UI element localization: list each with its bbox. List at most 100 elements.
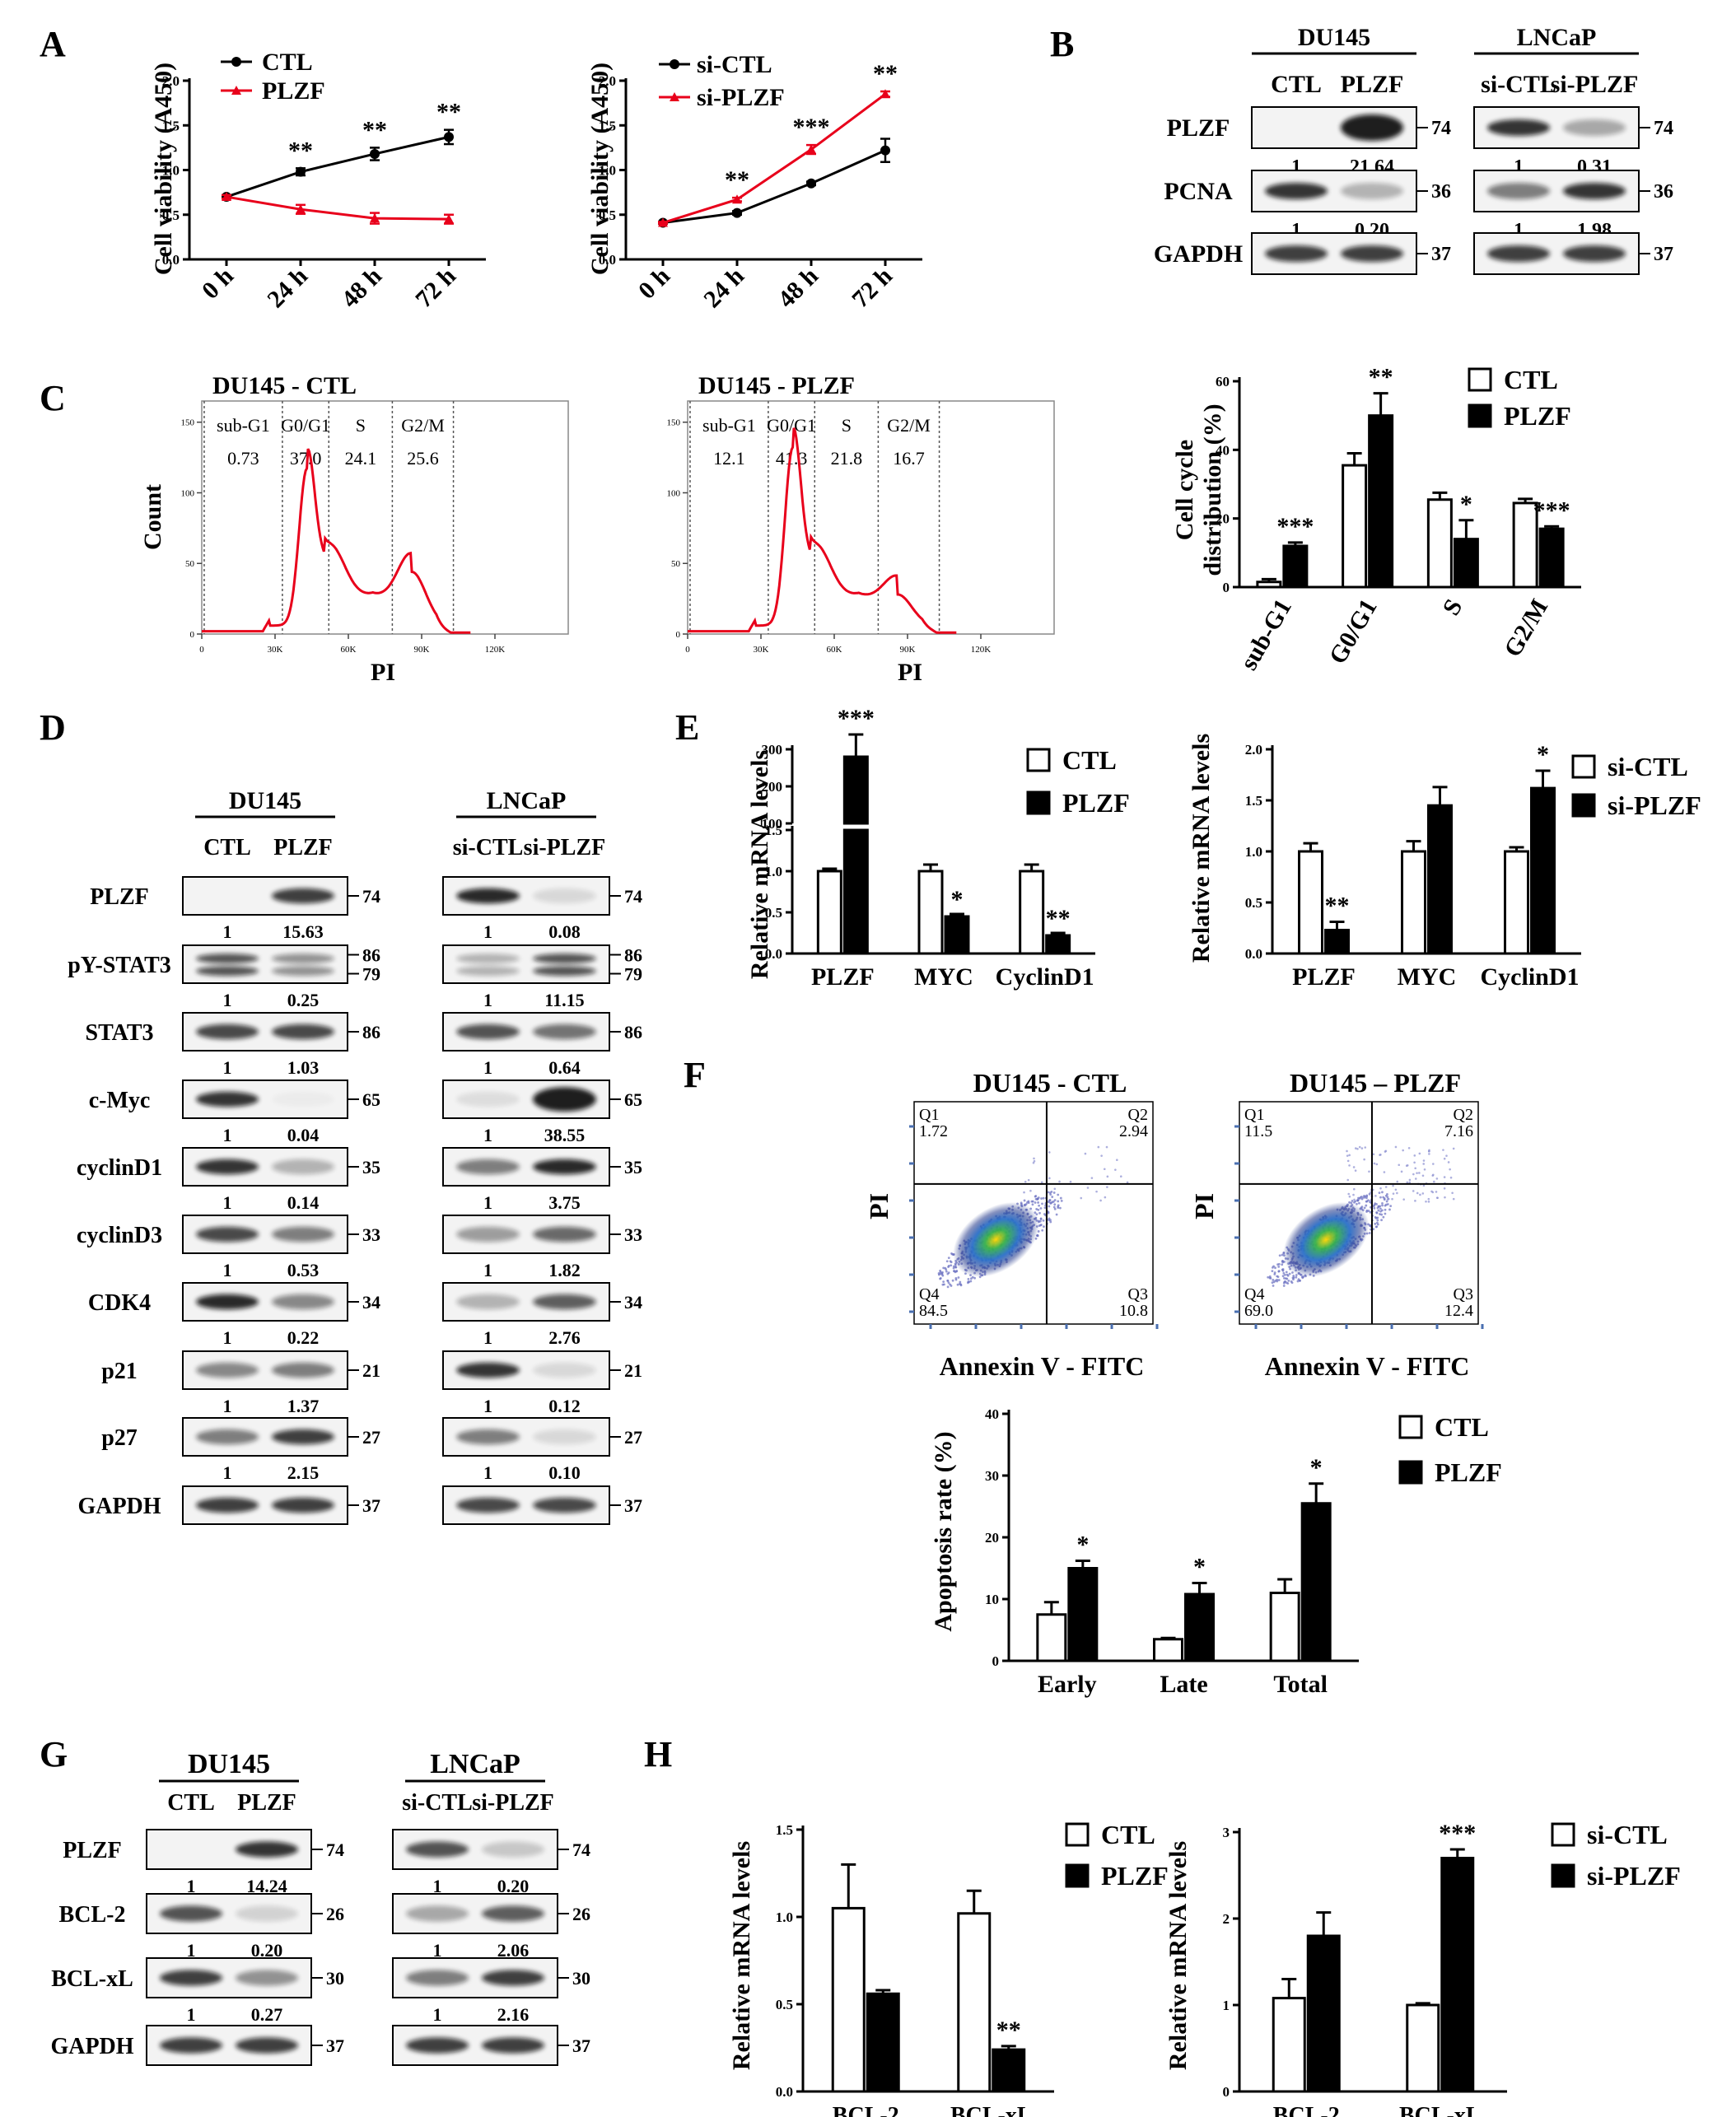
event-dot — [1419, 1193, 1421, 1196]
bar-si-PLZF — [1440, 1857, 1475, 2093]
band-quant: 1 — [223, 1260, 232, 1280]
phase-name: sub-G1 — [217, 415, 270, 436]
protein-band — [196, 1226, 259, 1243]
event-dot — [1057, 1200, 1060, 1203]
category-label: sub-G1 — [1235, 595, 1297, 674]
significance-star: * — [1460, 491, 1472, 518]
band-quant: 1 — [223, 1192, 232, 1213]
y-tick-label: 300 — [762, 742, 783, 758]
event-dot — [1276, 1275, 1279, 1278]
band-quant: 1 — [187, 1876, 196, 1896]
event-dot — [1049, 1193, 1052, 1196]
y-tick-label: 2.0 — [162, 73, 180, 89]
data-point — [296, 166, 306, 177]
event-dot — [1106, 1175, 1109, 1178]
panel-label-c: C — [40, 378, 66, 418]
y-tick-label: 200 — [762, 779, 783, 795]
event-dot — [1372, 1153, 1375, 1156]
event-dot — [1418, 1152, 1421, 1155]
event-dot — [1442, 1149, 1444, 1151]
band-quant: 0.27 — [251, 2004, 283, 2025]
band-quant: 1 — [187, 2004, 196, 2025]
protein-band — [1341, 245, 1403, 262]
cell-cycle-bar-chart: Cell cycle distribution (%) 0 20 40 60 sub-G… — [1171, 364, 1581, 674]
band-quant: 0.10 — [548, 1462, 581, 1483]
density-core — [953, 1201, 1039, 1277]
y-tick-label: 1.0 — [776, 1909, 793, 1925]
event-dot — [1039, 1218, 1043, 1220]
kda-label: 74 — [1654, 118, 1673, 139]
event-dot — [1423, 1168, 1426, 1171]
event-dot — [951, 1279, 954, 1282]
event-dot — [1384, 1194, 1388, 1197]
bar-PLZF — [1067, 1567, 1099, 1662]
lane-header: si-CTL — [453, 835, 524, 860]
protein-band — [533, 1294, 596, 1310]
band-quant: 1 — [483, 1260, 492, 1280]
y-tick-label: 150 — [181, 418, 195, 428]
event-dot — [1097, 1145, 1100, 1149]
panel-label-d: D — [40, 707, 66, 748]
event-dot — [1381, 1191, 1384, 1194]
event-dot — [952, 1266, 955, 1270]
significance-star: * — [1076, 1532, 1089, 1559]
quadrant-value: 2.94 — [1119, 1122, 1148, 1140]
protein-band — [456, 1497, 520, 1513]
event-dot — [1281, 1275, 1285, 1278]
y-tick-label: 1.5 — [765, 823, 782, 838]
protein-band — [196, 1497, 259, 1513]
event-dot — [1041, 1202, 1043, 1205]
event-dot — [1346, 1178, 1350, 1182]
x-tick-label: 30K — [268, 645, 283, 655]
protein-band — [160, 1970, 222, 1986]
bar-PLZF — [1453, 538, 1479, 589]
event-dot — [1379, 1207, 1382, 1210]
event-dot — [1103, 1168, 1106, 1171]
event-dot — [1268, 1275, 1272, 1278]
quadrant-name: Q4 — [1244, 1285, 1264, 1303]
y-tick-label: 30 — [985, 1468, 999, 1484]
protein-band — [196, 1159, 259, 1175]
event-dot — [1288, 1272, 1291, 1275]
event-dot — [947, 1281, 950, 1285]
event-dot — [956, 1283, 959, 1286]
significance-star: * — [951, 886, 964, 913]
event-dot — [967, 1281, 969, 1285]
y-tick-label: 0.0 — [162, 252, 180, 268]
series-line-si-CTL — [662, 149, 886, 225]
phase-name: S — [356, 415, 366, 436]
panel-label-b: B — [1050, 24, 1074, 64]
kda-label: 37 — [1654, 244, 1673, 265]
event-dot — [1048, 1177, 1051, 1180]
event-dot — [1031, 1200, 1034, 1203]
blot-title-left: DU145 — [1298, 24, 1370, 51]
quadrant-value: 7.16 — [1444, 1122, 1473, 1140]
bar-si-CTL — [1406, 2003, 1440, 2093]
event-dot — [1398, 1163, 1401, 1167]
event-dot — [1273, 1271, 1276, 1274]
kda-label: 36 — [1654, 181, 1673, 203]
bar-PLZF — [1184, 1592, 1215, 1662]
event-dot — [939, 1272, 942, 1275]
event-dot — [949, 1260, 952, 1263]
band-quant: 1 — [483, 921, 492, 942]
phase-value: 25.6 — [407, 448, 439, 469]
event-dot — [1282, 1285, 1286, 1287]
significance-star: ** — [725, 166, 749, 194]
bar-CTL — [1153, 1638, 1183, 1662]
event-dot — [1281, 1263, 1284, 1266]
event-dot — [959, 1284, 963, 1287]
apoptosis-bar-chart: Apoptosis rate (%) 0 10 20 30 40 Early Late Tot… — [930, 1406, 1502, 1698]
protein-label: PCNA — [1164, 178, 1233, 205]
y-tick-label: 40 — [985, 1406, 999, 1422]
event-dot — [950, 1264, 953, 1267]
protein-band — [1265, 183, 1328, 199]
legend-label: PLZF — [1504, 401, 1571, 431]
bar-CTL — [957, 1912, 992, 2093]
event-dot — [1392, 1192, 1395, 1195]
y-tick-label: 0 — [1223, 2084, 1230, 2100]
e-left-ylabel: Relative mRNA levels — [746, 750, 773, 979]
y-tick-label: 150 — [667, 418, 681, 428]
